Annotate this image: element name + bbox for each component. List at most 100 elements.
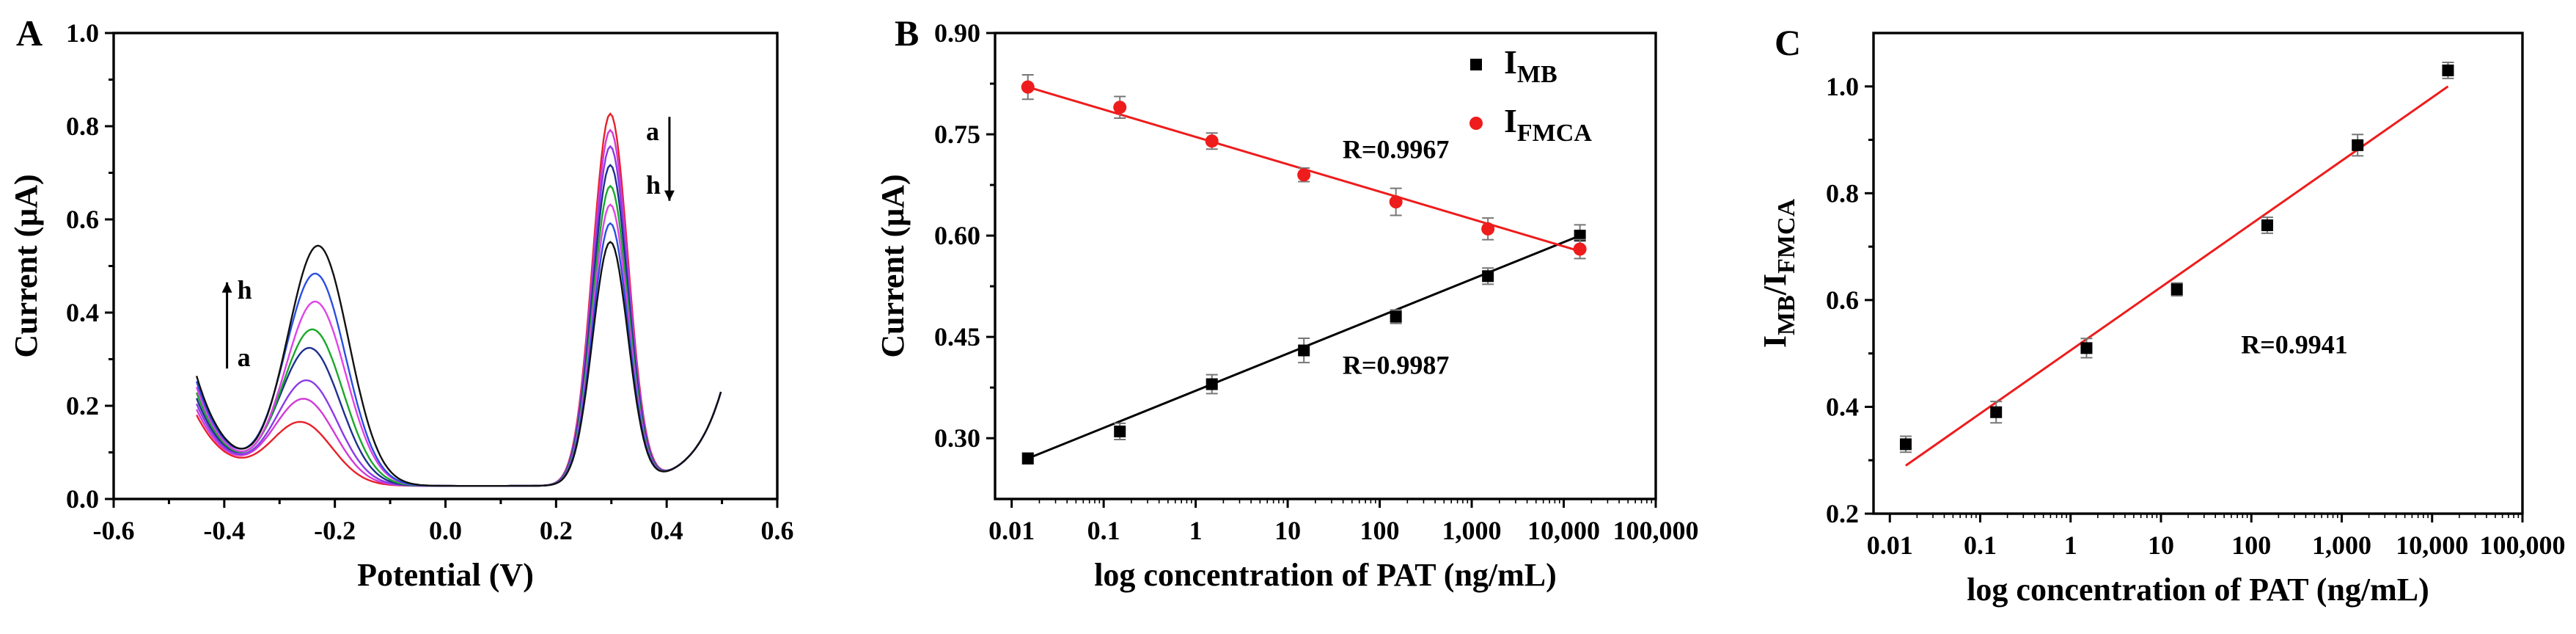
panel-b-ylabel: Current (μA) [875,174,911,357]
panel-b-point [1113,101,1127,114]
panel-c-point [2170,283,2183,296]
panel-b-point [1205,134,1219,148]
panel-b-ytick-label: 0.90 [934,18,980,48]
panel-b-point [1297,168,1311,182]
legend-sub: FMCA [1517,120,1592,147]
panel-c-ytick-label: 0.6 [1826,285,1859,315]
panel-a: -0.6 -0.4 -0.2 0.0 0.2 0.4 0.6 0.0 0.2 0.4 0.6 0.8 1… [8,18,794,593]
panel-b-point [1573,242,1587,256]
panel-b-frame [994,32,1657,500]
panel-a-curve-h [195,241,722,487]
panel-b-xtick-label: 1,000 [1442,516,1502,545]
panel-c-xtick-label: 10,000 [2396,531,2468,560]
panel-a-label-h-left: h [238,275,252,305]
panel-a-ytick-label: 0.8 [66,112,99,141]
panel-a-curve-e [195,184,722,487]
panel-c-point [2352,139,2364,151]
panel-a-arrow-up-head [221,282,232,293]
panel-b-xtick-label: 100,000 [1613,516,1699,545]
panel-c-ylabel: IMB/IFMCA [1757,198,1800,348]
panel-b-ytick-label: 0.45 [934,322,980,351]
panel-a-label-h-right: h [646,170,661,200]
panel-c-point [2261,219,2273,231]
panel-b-xtick-label: 100 [1360,516,1400,545]
panel-b-ytick-label: 0.30 [934,423,980,453]
panel-b: 0.01 0.1 1 10 100 1,000 10,000 100,000 0.30 0.45 0… [875,18,1699,593]
panel-a-curve-f [195,203,722,487]
panel-c-xtick-label: 1,000 [2312,531,2371,560]
panel-c-xlabel: log concentration of PAT (ng/mL) [1967,572,2429,608]
panel-b-xtick-label: 0.01 [988,516,1035,545]
panel-a-ytick-label: 0.6 [66,205,99,234]
panel-b-xtick-label: 10 [1274,516,1301,545]
panel-c-r: R=0.9941 [2241,330,2348,360]
legend-main: I [1504,102,1517,139]
panel-b-r-fmca: R=0.9967 [1343,134,1450,164]
panel-a-ylabel: Current (μA) [8,174,44,357]
panel-a-ytick-label: 0.2 [66,391,99,420]
panel-a-xtick-label: 0.0 [429,516,462,545]
panel-a-xtick-label: 0.4 [650,516,683,545]
panel-c-xtick-label: 0.01 [1867,531,1913,560]
panel-b-legend-marker-fmca [1469,117,1483,130]
panel-a-xtick-label: -0.6 [93,516,135,545]
panel-label-a: A [16,12,43,54]
panel-a-ytick-label: 0.4 [66,298,99,327]
panel-b-point [1390,310,1402,323]
panel-a-xtick-label: -0.4 [203,516,245,545]
panel-label-b: B [895,12,919,54]
panel-b-legend-marker-mb [1470,59,1482,70]
panel-b-xlabel: log concentration of PAT (ng/mL) [1094,557,1557,593]
ylabel-part: MB [1773,295,1800,335]
panel-b-point [1574,230,1586,242]
panel-a-ytick-label: 1.0 [66,18,99,48]
panel-b-point [1298,344,1310,357]
panel-c-fit-line [1905,85,2449,467]
legend-main: I [1504,43,1517,81]
panel-c-ytick-label: 0.2 [1826,499,1859,528]
panel-b-point [1021,452,1034,464]
panel-b-legend-label-mb: IMB [1504,43,1557,88]
panel-b-point [1482,270,1494,283]
panel-b-r-mb: R=0.9987 [1343,351,1450,380]
panel-a-curve-g [195,222,722,487]
panel-a-xtick-label: -0.2 [314,516,356,545]
panel-b-xtick-label: 10,000 [1527,516,1600,545]
panel-c-xtick-label: 100,000 [2480,531,2566,560]
panel-a-xtick-label: 0.6 [761,516,794,545]
panel-b-legend-label-fmca: IFMCA [1504,102,1592,147]
panel-c-xtick-label: 100 [2231,531,2271,560]
panel-b-point [1114,425,1126,437]
panel-a-label-a-left: a [238,343,251,372]
panel-b-xtick-label: 1 [1189,516,1203,545]
panel-c-xtick-label: 10 [2148,531,2174,560]
panel-c-xtick-label: 1 [2064,531,2077,560]
panel-b-point [1389,195,1403,209]
panel-c-point [1899,438,1912,451]
panel-b-point [1206,378,1218,390]
panel-a-xlabel: Potential (V) [357,557,534,593]
panel-c-frame [1872,32,2524,515]
panel-c: 0.01 0.1 1 10 100 1,000 10,000 100,000 0.2 0.4 0.6… [1757,32,2566,608]
ylabel-part: /I [1757,274,1793,296]
panel-b-point [1021,80,1035,94]
panel-a-ytick-label: 0.0 [66,484,99,514]
panel-b-ytick-label: 0.75 [934,120,980,149]
panel-a-xtick-label: 0.2 [540,516,573,545]
panel-b-xtick-label: 0.1 [1087,516,1120,545]
legend-sub: MB [1517,61,1557,88]
panel-c-point [2080,342,2093,354]
panel-c-point [2442,64,2454,76]
panel-label-c: C [1775,22,1801,63]
panel-c-point [1990,406,2003,418]
panel-b-ytick-label: 0.60 [934,221,980,250]
ylabel-part: I [1757,335,1793,348]
panel-a-label-a-right: a [646,117,659,146]
panel-b-point [1481,222,1495,236]
panel-c-ytick-label: 0.8 [1826,178,1859,208]
panel-c-ytick-label: 0.4 [1826,392,1859,421]
panel-a-arrow-down-head [664,190,675,201]
panel-c-ytick-label: 1.0 [1826,72,1859,101]
ylabel-part: FMCA [1773,198,1800,273]
